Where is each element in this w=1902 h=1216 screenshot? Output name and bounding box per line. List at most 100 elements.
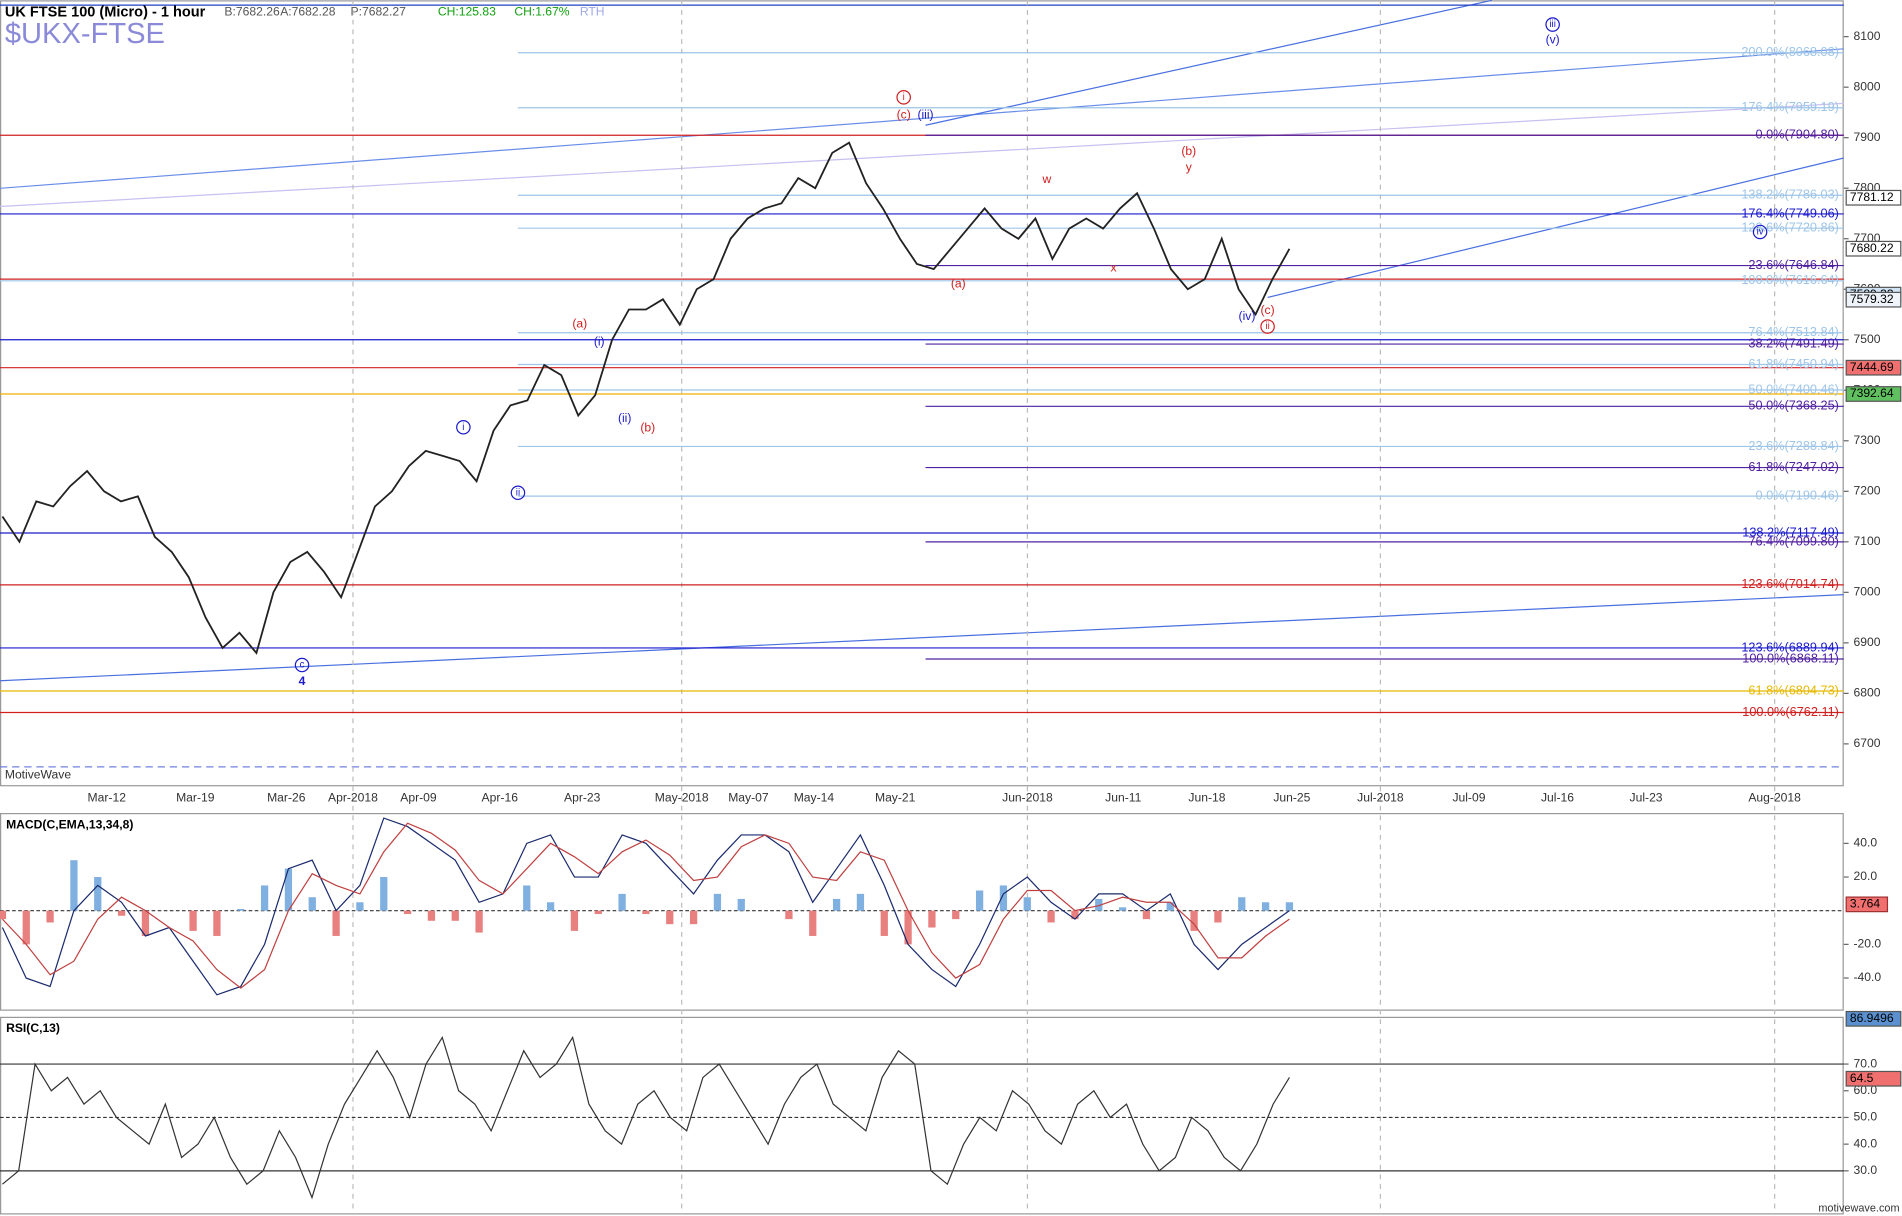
y-tick-label: 8000 [1853, 79, 1880, 93]
wave-label: (c) [897, 108, 911, 122]
y-tick-label: 7900 [1853, 130, 1880, 144]
histogram-bar [999, 885, 1008, 911]
wave-label: ii [516, 487, 520, 498]
macd-tag [1845, 896, 1889, 913]
histogram-bar [832, 898, 841, 911]
rsi-tag [1845, 1070, 1902, 1087]
x-tick-label: May-2018 [655, 791, 709, 805]
x-tick-label: Jun-11 [1105, 791, 1141, 805]
fib-label: 0.0%(7190.46) [1755, 487, 1838, 502]
wave-label: i [462, 422, 464, 433]
histogram-bar [117, 910, 126, 916]
session: RTH [580, 5, 605, 19]
fib-label: 61.8%(6804.73) [1748, 682, 1839, 697]
price-tag [1845, 240, 1902, 257]
histogram-bar [1238, 897, 1246, 911]
symbol: UK FTSE 100 (Micro) - 1 hour [5, 4, 206, 20]
last-price: P:7682.27 [351, 5, 407, 19]
x-tick-label: Jul-2018 [1357, 791, 1404, 805]
fib-label: 123.6%(7720.86) [1741, 220, 1839, 235]
wave-label: (ii) [618, 411, 631, 425]
x-tick-label: Mar-12 [88, 791, 127, 805]
y-tick-label: 6700 [1853, 736, 1880, 750]
trend-lines [0, 0, 1844, 682]
histogram-bar [570, 910, 579, 931]
price-tag [1845, 386, 1902, 402]
change: CH:125.83 [438, 5, 496, 19]
price-tag-label: 7680.22 [1850, 241, 1894, 255]
fib-label: 50.0%(7400.46) [1748, 381, 1839, 396]
wave-label: c [300, 660, 305, 671]
price-tag-label: 7579.32 [1850, 292, 1894, 306]
fib-label: 100.0%(6868.11) [1742, 650, 1839, 665]
macd-line [1, 817, 1290, 996]
histogram-bar [1142, 910, 1151, 920]
histogram-bar [260, 885, 269, 911]
histogram-bar [141, 910, 150, 936]
wave-label: i [903, 92, 905, 103]
x-tick-label: Apr-23 [564, 791, 601, 805]
wave-circle [294, 657, 310, 673]
y-tick-label: 7000 [1853, 585, 1880, 599]
rsi-line [2, 1035, 1290, 1200]
fib-label: 100.0%(6762.11) [1742, 704, 1839, 719]
histogram-bar [1023, 897, 1031, 911]
y-tick-label: 7100 [1853, 534, 1880, 548]
macd-tag-label: 3.764 [1850, 897, 1881, 911]
wave-circle [456, 419, 471, 435]
histogram-bar [0, 910, 7, 920]
fib-label: 61.8%(7247.02) [1748, 459, 1839, 474]
y-tick-label: -40.0 [1853, 970, 1881, 984]
wave-label: (c) [1261, 303, 1275, 317]
histogram-bar [880, 910, 888, 936]
panel-title: MACD(C,EMA,13,34,8) [6, 817, 133, 831]
wave-label: y [1186, 160, 1193, 174]
price-tag [1845, 359, 1902, 376]
macd-line [1, 822, 1290, 989]
wave-circle [1260, 319, 1275, 334]
histogram-bar [975, 890, 984, 911]
rsi-tag [1845, 1010, 1902, 1027]
wave-circle [510, 485, 526, 501]
histogram-bar [1285, 902, 1294, 911]
price-line [1, 141, 1291, 655]
histogram-bar [713, 893, 722, 911]
y-tick-label: 70.0 [1853, 1056, 1877, 1070]
price-panel [0, 0, 1844, 787]
panel-title: RSI(C,13) [6, 1021, 60, 1035]
trend-line [0, 594, 1844, 682]
wave-label: ii [1265, 321, 1269, 332]
x-tick-label: Jul-16 [1541, 791, 1574, 805]
y-tick-label: 40.0 [1853, 1136, 1877, 1150]
fib-label: 76.4%(7099.80) [1748, 533, 1839, 548]
wave-label: x [1111, 261, 1117, 275]
y-tick-label: 6800 [1853, 686, 1880, 700]
y-tick-label: -20.0 [1853, 937, 1881, 951]
wave-label: (b) [1181, 144, 1196, 158]
histogram-bar [1261, 902, 1270, 911]
histogram-bar [1071, 910, 1079, 920]
x-tick-label: Jul-23 [1630, 791, 1663, 805]
y-tick-label: 40.0 [1853, 836, 1877, 850]
histogram-bar [689, 910, 698, 925]
brand: MotiveWave [5, 768, 72, 782]
x-tick-label: Apr-09 [400, 791, 437, 805]
x-tick-label: May-07 [728, 791, 769, 805]
x-tick-label: May-14 [794, 791, 835, 805]
histogram-bar [403, 910, 412, 915]
fib-label: 123.6%(6889.94) [1741, 639, 1839, 654]
y-tick-label: 20.0 [1853, 869, 1877, 883]
wave-label: iii [1549, 19, 1555, 30]
wave-circle [896, 90, 911, 105]
histogram-bar [737, 898, 745, 911]
histogram-bar [856, 893, 865, 911]
histogram-bar [1047, 910, 1055, 923]
histogram-bar [618, 893, 626, 911]
y-tick-label: 50.0 [1853, 1110, 1877, 1124]
fib-label: 61.8%(7450.94) [1748, 356, 1839, 371]
fib-label: 138.2%(7786.03) [1741, 187, 1839, 202]
histogram-bar [809, 910, 817, 936]
histogram-bar [1118, 907, 1127, 911]
